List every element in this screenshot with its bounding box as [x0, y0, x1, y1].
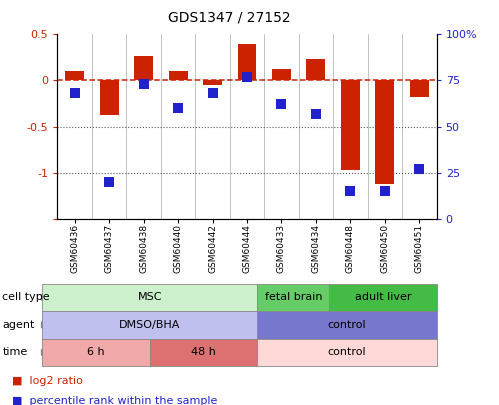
Text: MSC: MSC: [138, 292, 162, 302]
Point: [71, 90, 79, 97]
Text: ■  percentile rank within the sample: ■ percentile rank within the sample: [12, 396, 218, 405]
Point: [174, 105, 182, 111]
Text: 48 h: 48 h: [191, 347, 216, 357]
Text: GDS1347 / 27152: GDS1347 / 27152: [168, 10, 291, 24]
Point: [277, 101, 285, 108]
Bar: [134, 55, 153, 81]
Text: time: time: [2, 347, 28, 357]
Bar: [306, 59, 325, 81]
Point: [140, 81, 148, 87]
Text: adult liver: adult liver: [355, 292, 411, 302]
Text: fetal brain: fetal brain: [264, 292, 322, 302]
Point: [312, 111, 320, 117]
Text: DMSO/BHA: DMSO/BHA: [119, 320, 181, 330]
Text: ■  log2 ratio: ■ log2 ratio: [12, 376, 83, 386]
Bar: [410, 81, 429, 97]
Text: 6 h: 6 h: [87, 347, 105, 357]
Bar: [238, 44, 256, 81]
Point: [209, 90, 217, 97]
Bar: [169, 71, 188, 81]
Point: [415, 166, 423, 172]
Bar: [375, 81, 394, 184]
Text: agent: agent: [2, 320, 35, 330]
Bar: [65, 71, 84, 81]
Bar: [272, 68, 291, 81]
Point: [105, 179, 113, 185]
Bar: [341, 81, 360, 170]
Point: [243, 74, 251, 80]
Bar: [203, 81, 222, 85]
Text: control: control: [328, 347, 366, 357]
Text: control: control: [328, 320, 366, 330]
Point: [346, 188, 354, 194]
Bar: [100, 81, 119, 115]
Text: cell type: cell type: [2, 292, 50, 302]
Point: [381, 188, 389, 194]
